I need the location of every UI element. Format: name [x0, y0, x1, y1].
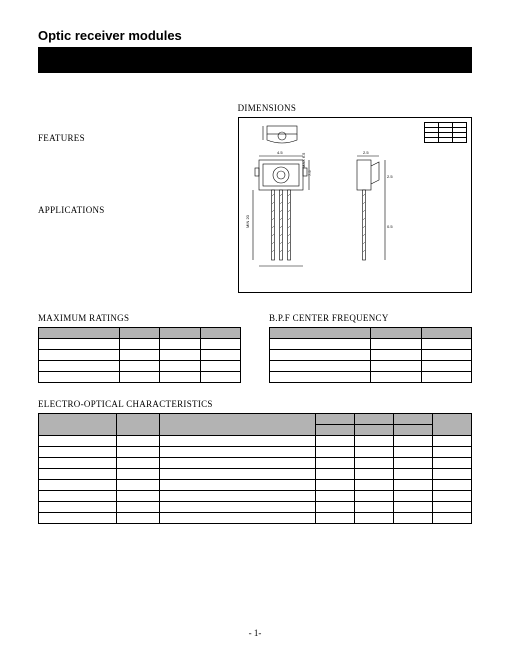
eo-table	[38, 413, 472, 524]
dimensions-heading: DIMENSIONS	[238, 103, 472, 113]
svg-text:4.5: 4.5	[277, 150, 283, 155]
bpf-block: B.P.F CENTER FREQUENCY	[269, 313, 472, 383]
svg-text:0.5: 0.5	[387, 224, 393, 229]
middle-tables-row: MAXIMUM RATINGS B.P.F CENTER FREQUENCY	[38, 313, 472, 383]
upper-section: FEATURES APPLICATIONS DIMENSIONS	[38, 103, 472, 293]
applications-heading: APPLICATIONS	[38, 205, 238, 215]
left-column: FEATURES APPLICATIONS	[38, 103, 238, 293]
right-column: DIMENSIONS	[238, 103, 472, 293]
max-ratings-heading: MAXIMUM RATINGS	[38, 313, 241, 323]
svg-text:2.5: 2.5	[387, 174, 393, 179]
dimensions-svg: 4.5 7.5 MIN 20 2.5 2.5 0.5 MAX 6.5	[239, 118, 469, 293]
svg-text:7.5: 7.5	[307, 170, 312, 176]
svg-text:2.5: 2.5	[363, 150, 369, 155]
header-black-bar	[38, 47, 472, 73]
page-number: - 1-	[0, 628, 510, 638]
max-ratings-table	[38, 327, 241, 383]
features-heading: FEATURES	[38, 133, 238, 143]
eo-heading: ELECTRO-OPTICAL CHARACTERISTICS	[38, 399, 472, 409]
max-ratings-block: MAXIMUM RATINGS	[38, 313, 241, 383]
bpf-table	[269, 327, 472, 383]
eo-block: ELECTRO-OPTICAL CHARACTERISTICS	[38, 399, 472, 524]
page-title: Optic receiver modules	[38, 28, 472, 43]
dimensions-corner-table	[424, 122, 467, 143]
svg-text:MIN 20: MIN 20	[245, 214, 250, 228]
dimensions-diagram-box: 4.5 7.5 MIN 20 2.5 2.5 0.5 MAX 6.5	[238, 117, 472, 293]
svg-text:MAX 6.5: MAX 6.5	[301, 152, 306, 168]
bpf-heading: B.P.F CENTER FREQUENCY	[269, 313, 472, 323]
